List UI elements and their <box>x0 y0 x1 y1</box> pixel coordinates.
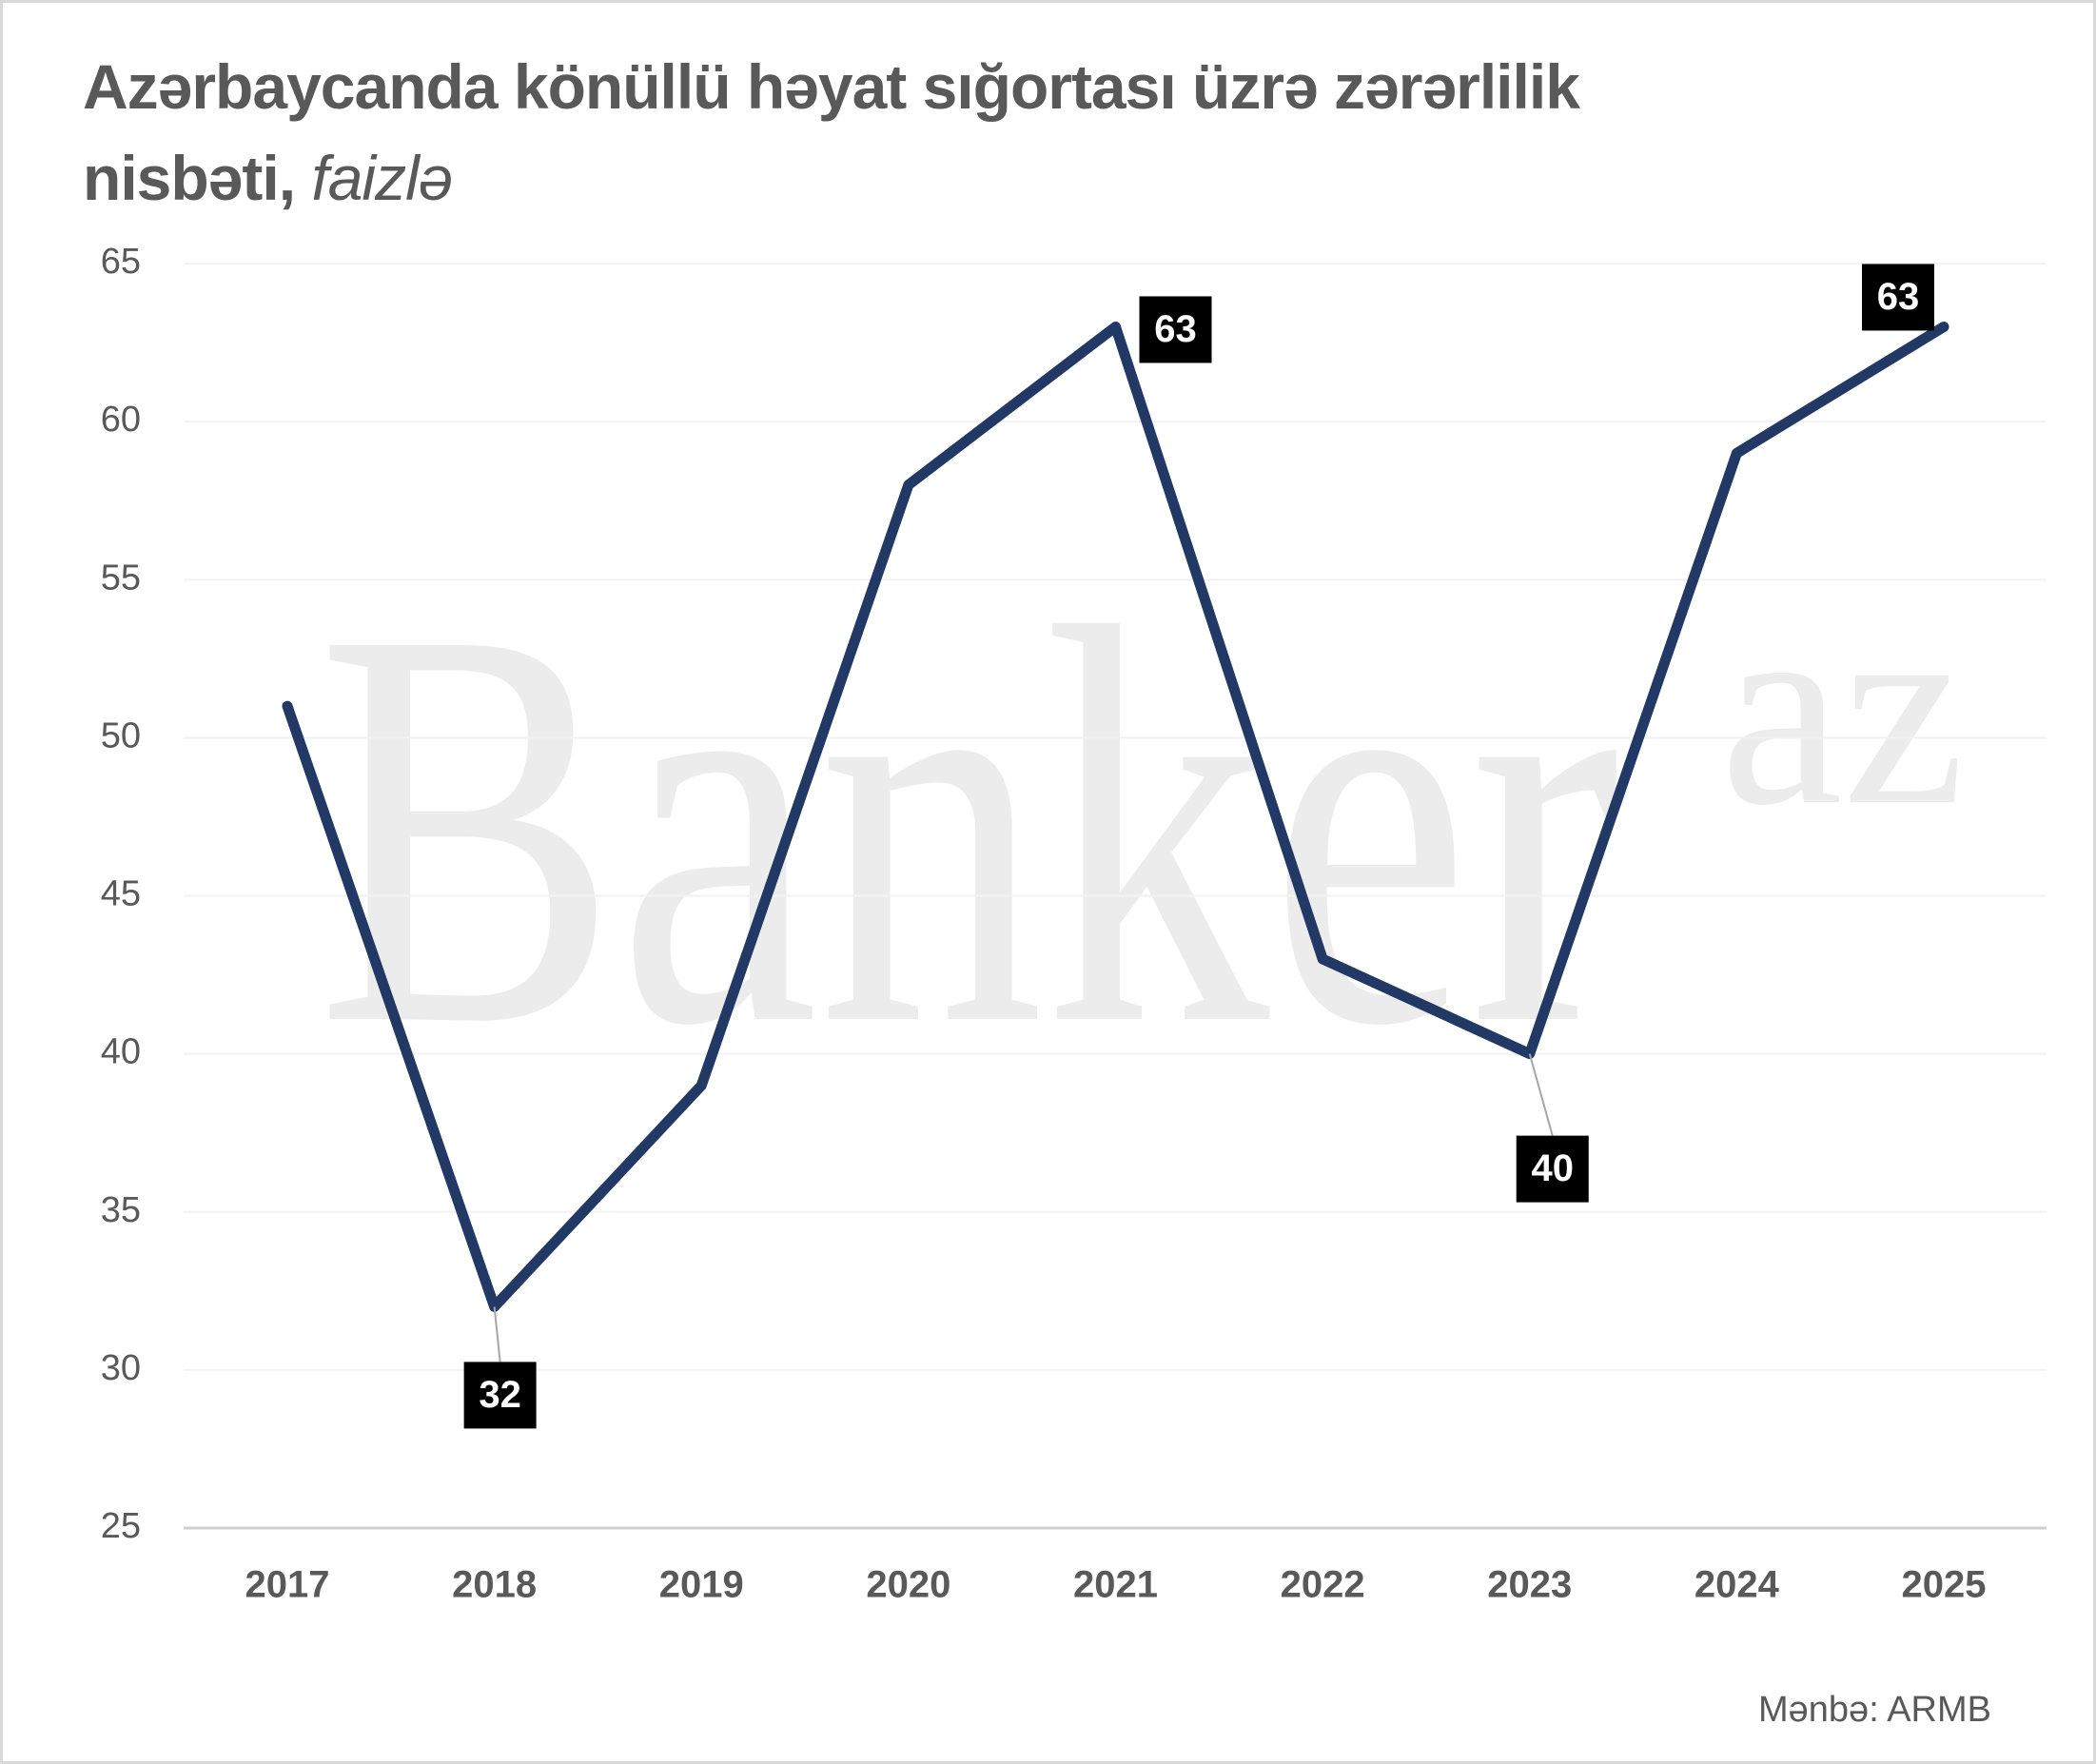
x-tick-label: 2020 <box>866 1564 950 1606</box>
y-tick-label: 40 <box>101 1032 141 1072</box>
x-tick-label: 2024 <box>1694 1564 1780 1606</box>
data-label: 40 <box>1532 1147 1575 1189</box>
chart: Mənbə: ARMB Banker az 25 30 35 40 45 50 55 60 65 20… <box>101 242 2047 1730</box>
x-tick-label: 2021 <box>1073 1564 1158 1606</box>
label-box <box>1862 264 1934 331</box>
y-tick-label: 35 <box>101 1190 141 1230</box>
chart-title: Azərbaycanda könüllü həyat sığortası üzr… <box>83 41 1738 224</box>
x-tick-label: 2019 <box>659 1564 744 1606</box>
y-tick-label: 60 <box>101 400 141 440</box>
data-line <box>282 321 1949 1312</box>
x-tick-label: 2025 <box>1902 1564 1987 1606</box>
subtitle: faizlə <box>311 143 453 213</box>
data-label: 63 <box>1154 308 1197 350</box>
x-tick-label: 2018 <box>452 1564 537 1606</box>
data-label: 32 <box>479 1374 521 1416</box>
x-tick-label: 2022 <box>1281 1564 1365 1606</box>
watermark: Banker <box>317 510 1620 1143</box>
leader-line <box>1528 1053 1554 1136</box>
y-tick-label: 45 <box>101 874 141 914</box>
label-box <box>463 1362 537 1429</box>
y-tick-label: 65 <box>101 242 141 282</box>
y-tick-label: 30 <box>101 1348 141 1388</box>
y-tick-label: 55 <box>101 558 141 598</box>
data-label: 63 <box>1877 276 1920 318</box>
label-box <box>1139 296 1212 363</box>
y-tick-label: 50 <box>101 715 141 755</box>
y-tick-label: 25 <box>101 1506 141 1546</box>
x-tick-label: 2017 <box>245 1564 330 1606</box>
label-box <box>1516 1135 1589 1203</box>
x-tick-label: 2023 <box>1487 1564 1572 1606</box>
watermark-suffix: az <box>1720 557 1965 862</box>
leader-line <box>493 1306 501 1362</box>
title-text: Azərbaycanda könüllü həyat sığortası üzr… <box>83 51 1580 213</box>
source: Mənbə: ARMB <box>1758 1690 1991 1730</box>
